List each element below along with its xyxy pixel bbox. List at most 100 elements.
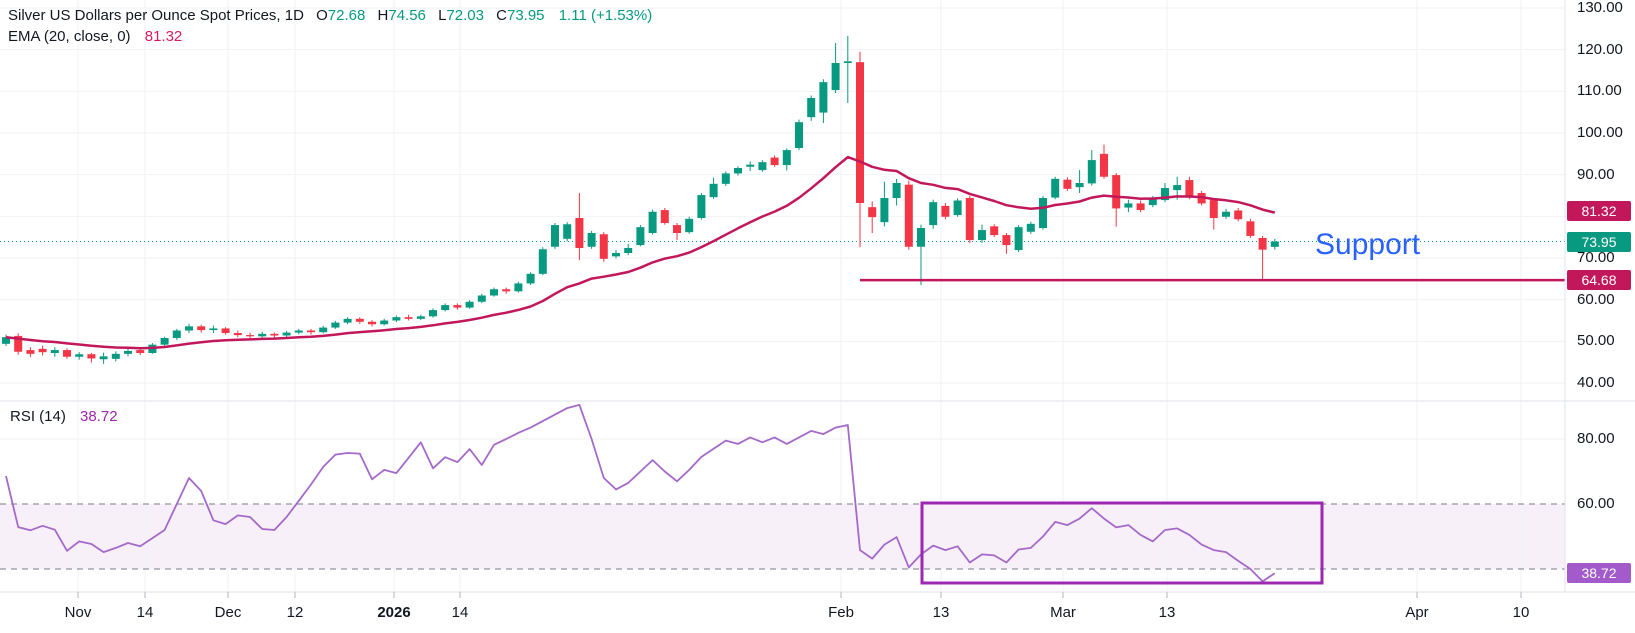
candle-body bbox=[368, 321, 376, 325]
candle-body bbox=[111, 353, 120, 359]
candle-body bbox=[587, 233, 596, 247]
time-axis-label: 13 bbox=[932, 604, 950, 621]
time-axis-label: Dec bbox=[214, 604, 242, 621]
open-label: O bbox=[316, 7, 328, 24]
candle-body bbox=[929, 202, 938, 226]
candle-body bbox=[843, 61, 852, 64]
candle-body bbox=[26, 350, 35, 354]
candle-body bbox=[1185, 180, 1194, 198]
candle-body bbox=[978, 230, 986, 241]
candle-body bbox=[233, 333, 242, 336]
candle-body bbox=[831, 63, 840, 91]
candle-body bbox=[673, 225, 681, 234]
candle-body bbox=[87, 354, 96, 359]
candle-body bbox=[355, 318, 364, 322]
candle-body bbox=[1087, 160, 1096, 184]
time-axis-label: 13 bbox=[1158, 604, 1176, 621]
candle-body bbox=[63, 350, 71, 357]
candle-body bbox=[38, 348, 47, 353]
candle-body bbox=[246, 335, 254, 337]
candle-body bbox=[99, 356, 108, 360]
rsi-label[interactable]: RSI (14) bbox=[10, 408, 66, 425]
candle-body bbox=[209, 328, 218, 331]
candle-body bbox=[1161, 188, 1169, 201]
ema-price-badge: 81.32 bbox=[1567, 200, 1631, 221]
rsi-highlight-box[interactable] bbox=[920, 501, 1324, 585]
price-axis-label: 70.00 bbox=[1577, 249, 1615, 266]
candle-body bbox=[185, 326, 193, 331]
price-axis-label: 110.00 bbox=[1577, 82, 1622, 100]
candle-body bbox=[660, 210, 669, 224]
candle-body bbox=[1124, 203, 1133, 208]
time-axis-label: Mar bbox=[1050, 604, 1076, 621]
candle-body bbox=[599, 234, 608, 259]
candle-body bbox=[758, 162, 767, 171]
candle-body bbox=[490, 289, 498, 296]
candle-body bbox=[624, 248, 633, 254]
price-axis-label: 50.00 bbox=[1577, 332, 1615, 350]
time-axis-label: 2026 bbox=[377, 604, 411, 621]
candle-body bbox=[965, 198, 974, 241]
candle-body bbox=[880, 198, 889, 223]
candle-body bbox=[441, 305, 450, 311]
candle-body bbox=[1209, 200, 1218, 219]
candle-body bbox=[319, 327, 328, 333]
candle-body bbox=[1063, 179, 1072, 189]
candle-body bbox=[172, 330, 181, 339]
candle-body bbox=[685, 218, 694, 233]
candle-body bbox=[868, 207, 877, 218]
candle-body bbox=[1246, 221, 1255, 236]
ema-label[interactable]: EMA (20, close, 0) bbox=[8, 28, 131, 45]
price-axis-label: 90.00 bbox=[1577, 165, 1615, 183]
candle-body bbox=[2, 337, 10, 344]
time-axis-label: 14 bbox=[451, 604, 469, 621]
candle-body bbox=[721, 173, 730, 184]
candle-body bbox=[551, 225, 559, 247]
rsi-legend-row[interactable]: RSI (14) 38.72 bbox=[10, 408, 118, 425]
candle-body bbox=[1222, 211, 1230, 217]
candle-body bbox=[990, 226, 999, 236]
candle-body bbox=[526, 273, 535, 284]
candle-body bbox=[75, 354, 84, 357]
price-axis-label: 120.00 bbox=[1577, 40, 1623, 58]
close-value: 73.95 bbox=[506, 7, 545, 24]
candle-body bbox=[1148, 198, 1157, 206]
candle-body bbox=[648, 211, 657, 234]
candle-body bbox=[746, 164, 755, 167]
high-value: 74.56 bbox=[388, 7, 426, 24]
ema-line[interactable] bbox=[5, 155, 1276, 350]
candle-body bbox=[270, 333, 279, 336]
candle-body bbox=[124, 350, 132, 354]
candle-body bbox=[465, 301, 474, 308]
candle-body bbox=[1112, 175, 1121, 209]
time-axis-label: Apr bbox=[1405, 604, 1429, 621]
candle-body bbox=[221, 328, 230, 334]
candle-body bbox=[697, 195, 706, 219]
open-value: 72.68 bbox=[327, 7, 366, 24]
candle-body bbox=[770, 157, 779, 166]
candle-body bbox=[1100, 153, 1108, 177]
candle-body bbox=[563, 224, 572, 239]
candle-body bbox=[1039, 198, 1047, 229]
candle-body bbox=[392, 317, 401, 321]
change-value: 1.11 (+1.53%) bbox=[558, 7, 653, 24]
last-price-badge: 73.95 bbox=[1567, 231, 1631, 252]
candle-body bbox=[282, 332, 291, 336]
rsi-line[interactable] bbox=[5, 404, 1276, 583]
low-label: L bbox=[438, 7, 447, 24]
candle-body bbox=[734, 168, 742, 174]
candle-body bbox=[1270, 241, 1279, 247]
rsi-band bbox=[0, 504, 1565, 569]
rsi-axis-label: 60.00 bbox=[1577, 495, 1615, 512]
ema-legend-row[interactable]: EMA (20, close, 0) 81.32 bbox=[8, 26, 652, 47]
support-annotation-text[interactable]: Support bbox=[1315, 228, 1421, 261]
candle-body bbox=[917, 228, 925, 247]
candle-body bbox=[795, 122, 803, 149]
candle-body bbox=[904, 184, 913, 247]
symbol-title[interactable]: Silver US Dollars per Ounce Spot Prices,… bbox=[8, 7, 304, 24]
candle-body bbox=[1002, 235, 1011, 246]
symbol-legend-row[interactable]: Silver US Dollars per Ounce Spot Prices,… bbox=[8, 5, 652, 26]
rsi-value-badge: 38.72 bbox=[1567, 563, 1631, 584]
candle-body bbox=[1051, 178, 1060, 198]
